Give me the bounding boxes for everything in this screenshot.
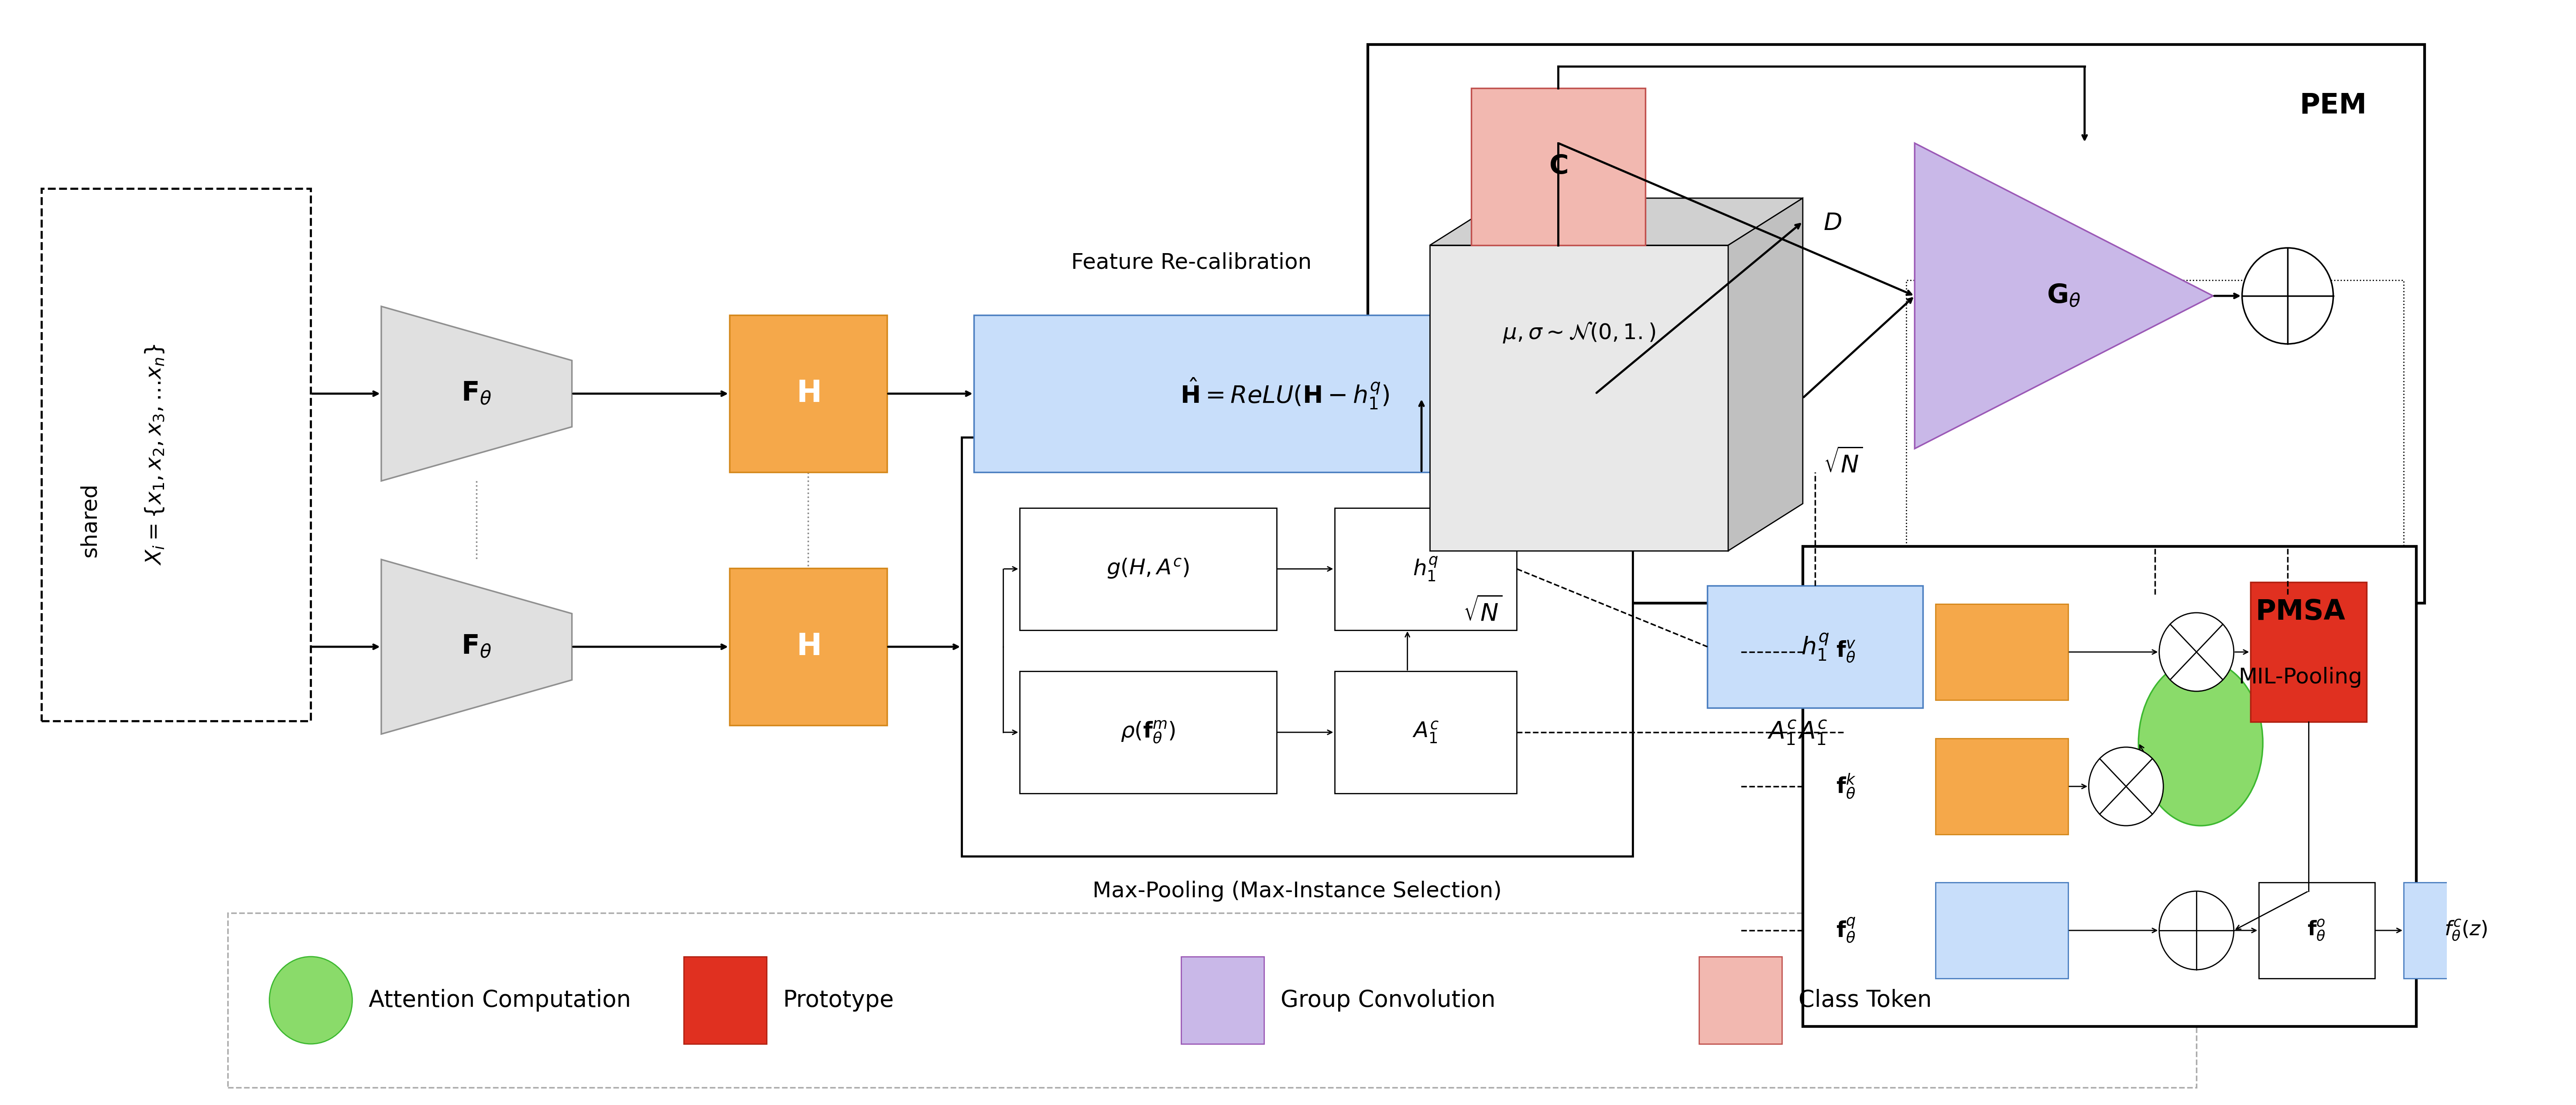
Text: PMSA: PMSA [2254,598,2344,625]
Text: $\mathbf{f}_\theta^q$: $\mathbf{f}_\theta^q$ [1837,916,1855,945]
Text: $\sqrt{N}$: $\sqrt{N}$ [1463,598,1502,627]
Text: $\mathbf{f}_\theta^o$: $\mathbf{f}_\theta^o$ [2308,918,2326,943]
Bar [1935,883,2069,978]
Ellipse shape [270,957,353,1044]
Polygon shape [381,559,572,734]
Bar [1182,957,1265,1044]
Text: Group Convolution: Group Convolution [1280,989,1497,1011]
Circle shape [2159,891,2233,970]
Text: $h_1^q$: $h_1^q$ [1412,555,1437,582]
Circle shape [2089,747,2164,825]
Bar [683,957,768,1044]
Text: $\mathbf{f}_\theta^k$: $\mathbf{f}_\theta^k$ [1837,772,1855,800]
Text: $\hat{\mathbf{H}}=ReLU(\mathbf{H}-h_1^q)$: $\hat{\mathbf{H}}=ReLU(\mathbf{H}-h_1^q)… [1180,377,1388,411]
Text: $X_i=\{x_1,x_2,x_3,\ldots x_n\}$: $X_i=\{x_1,x_2,x_3,\ldots x_n\}$ [144,344,165,566]
Text: Max-Pooling (Max-Instance Selection): Max-Pooling (Max-Instance Selection) [1092,881,1502,902]
Text: $f_\theta^c(z)$: $f_\theta^c(z)$ [2445,918,2488,943]
Bar [961,438,1633,856]
Bar [227,913,2197,1087]
Polygon shape [1728,198,1803,550]
Circle shape [2159,613,2233,692]
Text: shared: shared [80,483,100,557]
Bar [729,315,886,472]
Text: $\mathbf{C}$: $\mathbf{C}$ [1548,154,1569,180]
Bar [1803,546,2416,1027]
Text: $\mathbf{F}_\theta$: $\mathbf{F}_\theta$ [461,634,492,660]
Bar [1471,88,1646,245]
Polygon shape [1914,144,2213,449]
Bar [1334,508,1517,630]
Bar [1334,671,1517,793]
Text: $\mathbf{f}_\theta^v$: $\mathbf{f}_\theta^v$ [1837,640,1855,665]
Ellipse shape [2138,660,2262,825]
Text: Class Token: Class Token [1798,989,1932,1011]
Text: $A_1^c$: $A_1^c$ [1767,719,1798,746]
Bar [2251,582,2367,722]
Text: $\mathbf{H}$: $\mathbf{H}$ [796,379,819,408]
Text: $\sqrt{N}$: $\sqrt{N}$ [1824,449,1862,477]
Bar [1935,738,2069,834]
Text: MIL-Pooling: MIL-Pooling [2239,666,2362,687]
Bar [1430,245,1728,550]
Bar [1708,586,1922,708]
Bar [1935,604,2069,699]
Bar [1368,44,2424,603]
Text: Attention Computation: Attention Computation [368,989,631,1011]
Bar [1906,281,2403,594]
Bar [1700,957,1783,1044]
Bar [729,568,886,725]
Bar [2403,883,2527,978]
Text: PEM: PEM [2300,92,2367,119]
Bar [974,315,1595,472]
Bar [41,189,312,720]
Text: $A_1^c$: $A_1^c$ [1798,719,1826,746]
Text: $\mu,\sigma\sim\mathcal{N}(0,1.)$: $\mu,\sigma\sim\mathcal{N}(0,1.)$ [1502,320,1656,345]
Bar [2259,883,2375,978]
Text: $\mathbf{G}_\theta$: $\mathbf{G}_\theta$ [2048,283,2081,308]
Text: $h_1^q$: $h_1^q$ [1801,632,1829,662]
Polygon shape [1430,198,1803,245]
Circle shape [2241,248,2334,344]
Text: $D$: $D$ [1824,212,1842,235]
Text: Feature Re-calibration: Feature Re-calibration [1072,252,1311,273]
Text: $\mathbf{H}$: $\mathbf{H}$ [796,632,819,662]
Text: $\rho(\mathbf{f}_\theta^m)$: $\rho(\mathbf{f}_\theta^m)$ [1121,719,1175,745]
Bar [1020,671,1278,793]
Text: $A_1^c$: $A_1^c$ [1412,720,1440,745]
Text: $\mathbf{F}_\theta$: $\mathbf{F}_\theta$ [461,381,492,407]
Polygon shape [381,306,572,481]
Text: Prototype: Prototype [783,989,894,1011]
Text: $g(H,A^c)$: $g(H,A^c)$ [1108,557,1190,580]
Bar [1020,508,1278,630]
